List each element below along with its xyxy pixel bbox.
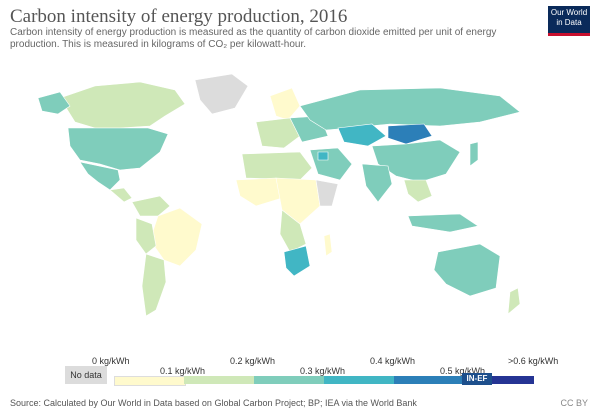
country-madagascar[interactable] [323,233,333,257]
subtitle-line-2: production. This is measured in kilogram… [10,39,307,50]
country-argentina-chile[interactable] [141,253,167,317]
country-indonesia[interactable] [407,213,479,233]
indicator-badge: IN-EF [462,373,492,385]
country-india[interactable] [361,163,393,203]
country-southeast-asia[interactable] [403,179,433,203]
country-iran-region[interactable] [317,151,329,161]
legend-label-4: 0.4 kg/kWh [370,356,416,366]
chart-title: Carbon intensity of energy production, 2… [10,6,348,27]
country-russia[interactable] [299,87,521,131]
world-map [37,73,521,317]
legend-label-5: 0.5 kg/kWh [440,366,486,376]
legend-no-data: No data [65,366,107,384]
country-greenland[interactable] [194,73,249,115]
license-mark[interactable]: CC BY [560,398,588,408]
country-australia[interactable] [433,243,501,297]
country-east-africa[interactable] [315,179,339,207]
country-central-america[interactable] [109,187,133,203]
legend-bin-3[interactable] [324,376,394,384]
legend-bin-4[interactable] [394,376,464,384]
country-western-europe[interactable] [255,117,301,149]
legend-bin-0[interactable] [114,376,186,386]
country-colombia-venezuela[interactable] [131,195,171,217]
country-scandinavia[interactable] [269,87,301,121]
country-central-africa[interactable] [275,177,321,225]
legend-label-0: 0 kg/kWh [92,356,130,366]
country-south-africa[interactable] [283,245,311,277]
country-canada[interactable] [59,81,186,129]
legend-label-6: >0.6 kg/kWh [508,356,559,366]
source-note: Source: Calculated by Our World in Data … [10,398,417,408]
legend-bin-2[interactable] [254,376,324,384]
logo-line-2: in Data [556,18,582,27]
legend-bin-5[interactable] [464,376,534,384]
country-japan[interactable] [469,141,479,167]
chart-subtitle: Carbon intensity of energy production is… [10,27,510,51]
subtitle-line-1: Carbon intensity of energy production is… [10,27,497,38]
logo-line-1: Our World [550,8,588,17]
country-brazil[interactable] [149,207,203,267]
legend-label-2: 0.2 kg/kWh [230,356,276,366]
country-middle-east[interactable] [309,147,353,181]
country-mongolia[interactable] [387,123,433,145]
country-usa[interactable] [67,127,169,171]
legend-label-1: 0.1 kg/kWh [160,366,206,376]
legend-label-3: 0.3 kg/kWh [300,366,346,376]
owid-logo[interactable]: Our World in Data [548,6,590,36]
legend-bin-1[interactable] [184,376,254,384]
country-alaska[interactable] [37,91,71,115]
country-peru-bolivia[interactable] [135,217,157,255]
country-new-zealand[interactable] [507,287,521,315]
country-kazakhstan[interactable] [337,123,387,147]
country-west-africa[interactable] [235,177,283,207]
country-north-africa[interactable] [241,151,313,181]
